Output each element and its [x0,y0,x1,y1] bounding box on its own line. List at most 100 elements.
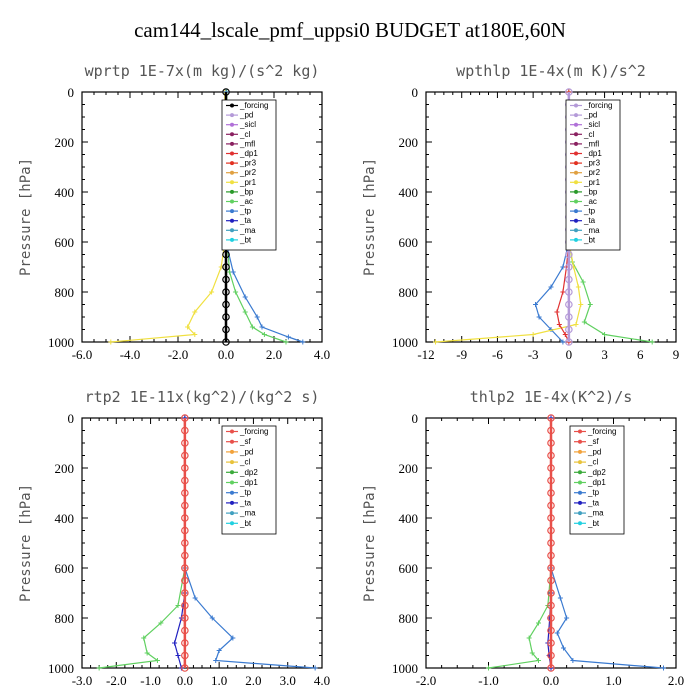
legend-entry: _tp [239,207,252,216]
data-point [175,603,181,608]
x-tick-label: -3 [528,347,539,362]
legend-entry: _ma [583,226,600,235]
legend-entry: _pr1 [239,178,257,187]
data-point [181,664,189,672]
legend-marker [574,122,578,127]
legend-entry: _forcing [587,427,616,436]
data-point [547,514,555,522]
x-tick-label: 0.0 [543,673,559,688]
legend-entry: _pr1 [583,178,601,187]
legend-entry: _sicl [239,120,256,129]
data-point [181,564,189,572]
data-point [565,275,573,284]
data-point [547,526,555,535]
y-axis-label: Pressure [hPa] [362,158,378,276]
legend-entry: _bt [583,235,596,244]
y-tick-label: 200 [399,135,419,150]
legend-marker [230,103,234,108]
data-point [536,658,541,663]
legend-marker [578,439,582,444]
y-tick-label: 0 [68,411,75,426]
y-tick-label: 0 [412,85,419,100]
y-tick-label: 1000 [392,661,418,676]
series-line-tp [184,418,316,669]
panel-4: thlp2 1E-4x(K^2)/s Pressure [hPa] -2.0 -1.0… [362,388,684,688]
legend-marker [230,429,234,434]
data-point [547,589,555,597]
data-point [554,630,560,636]
data-point [533,302,539,307]
x-tick-label: 3.0 [280,673,296,688]
data-point [213,658,219,663]
legend-marker [230,151,234,156]
legend-entry: _dp2 [587,468,606,477]
legend-entry: _ta [583,216,596,225]
data-point [547,551,555,560]
legend-marker [230,470,234,475]
data-point [175,653,181,658]
data-point [158,620,164,626]
x-tick-label: -6.0 [72,347,93,362]
data-point [547,564,555,572]
series-line-dp2 [99,418,186,669]
legend-entry: _sf [239,437,251,446]
legend-entry: _pd [583,111,597,120]
data-point [185,324,191,330]
data-point [96,665,102,671]
data-point [181,626,189,635]
data-point [181,551,189,560]
series-line-tp [550,418,664,669]
data-point [526,635,532,641]
panel-title: wprtp 1E-7x(m kg)/(s^2 kg) [85,62,320,80]
legend-entry: _bt [587,519,600,528]
data-point [565,338,573,346]
x-tick-label: 2.0 [245,673,261,688]
legend-entry: _ma [239,509,256,518]
data-point [242,309,248,315]
x-tick-label: 9 [673,347,680,362]
legend-marker [574,151,578,156]
data-point [649,339,655,345]
data-point [547,501,555,510]
legend-entry: _bp [583,187,598,196]
data-point [547,439,555,447]
legend-entry: _pr2 [583,168,601,177]
data-point [141,635,147,641]
legend-marker [574,218,578,223]
legend-marker [230,490,234,495]
legend-entry: _sicl [583,120,600,129]
data-point [242,294,248,300]
data-point [233,289,239,295]
data-point [181,514,189,522]
plot-frame [81,91,323,343]
legend-marker [230,449,234,454]
legend-entry: _dp2 [239,468,258,477]
data-point [547,639,555,647]
legend-entry: _forcing [583,101,612,110]
y-tick-label: 400 [399,185,419,200]
x-tick-label: 0.0 [218,347,234,362]
data-point [580,279,586,285]
legend-marker [574,237,578,242]
legend-entry: _dp1 [239,149,258,158]
data-point [547,626,555,635]
data-point [216,648,222,653]
y-tick-label: 600 [55,235,75,250]
data-point [560,339,566,345]
x-tick-label: -2.0 [106,673,127,688]
legend-marker [230,122,234,127]
x-tick-label: 3 [601,347,608,362]
legend-marker [578,511,582,516]
data-point [547,414,555,422]
x-tick-label: 1.0 [605,673,621,688]
legend-entry: _pr2 [239,168,257,177]
legend-marker [574,180,578,185]
legend-marker [230,161,234,166]
data-point [570,658,576,663]
legend-marker [230,141,234,146]
data-point [285,334,291,340]
data-point [222,300,230,309]
data-point [222,325,230,334]
legend-entry: _ta [239,216,252,225]
legend-entry: _ma [587,509,604,518]
